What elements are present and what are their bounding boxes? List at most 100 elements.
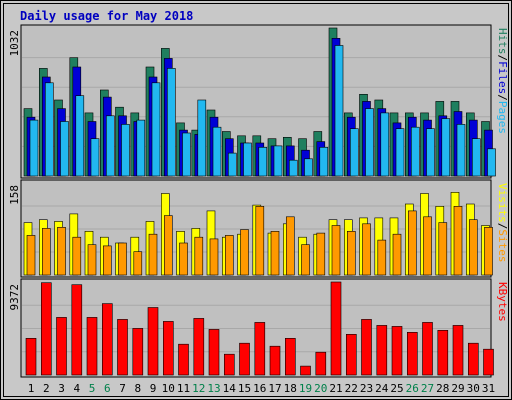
bar-sites-day-31 [484,227,493,276]
bar-sites-day-2 [41,228,51,276]
bar-sites-day-29 [453,206,463,276]
bar-kbytes-day-4 [71,284,83,376]
bar-kbytes-day-5 [86,317,98,376]
axis-legend-separator: / [496,55,509,62]
bar-sites-day-12 [194,236,204,276]
bar-kbytes-day-31 [483,348,494,376]
x-tick-label-day-10: 10 [162,382,175,395]
y-max-label-visits-sites: 158 [8,185,21,205]
bar-pages-day-15 [243,142,252,177]
x-tick-label-day-4: 4 [73,382,80,395]
bar-kbytes-day-6 [102,303,113,376]
x-tick-label-day-1: 1 [28,382,35,395]
bar-kbytes-day-1 [25,337,37,376]
bar-pages-day-5 [90,138,100,177]
axis-legend-separator: / [496,94,509,101]
x-tick-label-day-17: 17 [268,382,281,395]
x-tick-label-day-30: 30 [467,382,480,395]
bar-sites-day-27 [423,216,432,276]
bar-pages-day-17 [273,145,283,177]
bar-sites-day-21 [331,225,341,276]
bar-sites-day-13 [209,238,219,276]
bar-kbytes-day-28 [437,329,449,376]
bar-kbytes-day-18 [284,337,296,376]
bar-pages-day-10 [167,68,176,177]
bar-sites-day-14 [225,235,234,276]
bar-kbytes-day-12 [193,318,205,376]
bar-kbytes-day-7 [117,319,128,376]
bar-pages-day-3 [60,121,69,177]
bar-pages-day-19 [304,158,313,177]
bar-kbytes-day-10 [163,321,174,376]
bar-pages-day-26 [410,126,420,177]
bar-kbytes-day-22 [345,333,357,376]
x-tick-label-day-31: 31 [482,382,495,395]
x-tick-label-day-6: 6 [104,382,111,395]
axis-legend-visits-sites: Visits/Sites [496,183,509,263]
bar-sites-day-9 [148,233,158,276]
bar-kbytes-day-9 [147,307,159,376]
axis-legend-visits: Visits [496,183,509,223]
axis-legend-files: Files [496,61,509,94]
bar-sites-day-5 [87,244,97,276]
bar-kbytes-day-29 [452,325,464,376]
x-tick-label-day-18: 18 [284,382,297,395]
x-tick-label-day-28: 28 [436,382,449,395]
bar-sites-day-26 [407,210,417,276]
bar-kbytes-day-2 [40,282,52,376]
bar-pages-day-29 [456,124,466,177]
bar-pages-day-4 [75,95,85,177]
bar-kbytes-day-3 [56,317,67,376]
bar-kbytes-day-8 [132,328,144,376]
bar-sites-day-11 [179,242,188,276]
chart-inner-border [3,3,509,397]
bar-sites-day-22 [346,231,356,276]
x-tick-label-day-7: 7 [119,382,126,395]
bar-pages-day-24 [380,112,390,177]
bar-pages-day-27 [426,128,435,177]
x-tick-label-day-27: 27 [421,382,434,395]
bar-pages-day-20 [319,147,329,177]
axis-legend-hits: Hits [496,28,509,55]
bar-pages-day-9 [151,82,161,177]
x-tick-label-day-16: 16 [253,382,266,395]
bar-sites-day-16 [255,206,265,276]
x-tick-label-day-8: 8 [134,382,141,395]
x-tick-label-day-26: 26 [406,382,419,395]
bar-pages-day-31 [487,148,496,177]
bar-pages-day-2 [44,82,54,177]
bar-kbytes-day-11 [178,343,189,376]
bar-kbytes-day-23 [361,319,372,376]
axis-legend-hits-files-pages: Hits/Files/Pages [496,28,509,134]
bar-kbytes-day-30 [467,342,479,376]
bar-pages-day-11 [182,132,191,177]
x-tick-label-day-23: 23 [360,382,373,395]
bar-sites-day-17 [270,231,280,276]
bar-kbytes-day-14 [224,353,235,376]
x-tick-label-day-29: 29 [451,382,464,395]
bar-sites-day-28 [438,222,448,276]
bar-sites-day-6 [103,245,112,276]
bar-sites-day-7 [118,242,127,276]
bar-pages-day-30 [471,138,481,177]
x-tick-label-day-14: 14 [223,382,237,395]
bar-kbytes-day-24 [376,325,388,376]
x-tick-label-day-9: 9 [150,382,157,395]
x-tick-label-day-3: 3 [58,382,65,395]
x-tick-label-day-20: 20 [314,382,327,395]
bar-kbytes-day-21 [330,281,342,376]
x-tick-label-day-22: 22 [345,382,358,395]
axis-legend-kbytes: KBytes [496,282,509,322]
bar-kbytes-day-26 [406,331,418,376]
bar-kbytes-day-27 [422,322,433,376]
bar-sites-day-15 [240,229,249,276]
bar-pages-day-25 [395,128,405,177]
x-tick-label-day-5: 5 [89,382,96,395]
y-max-label-hits-files-pages: 1032 [8,30,21,57]
bar-sites-day-10 [164,215,173,276]
bar-pages-day-28 [441,118,451,177]
bar-pages-day-22 [349,128,359,177]
axis-legend-sites: Sites [496,229,509,262]
